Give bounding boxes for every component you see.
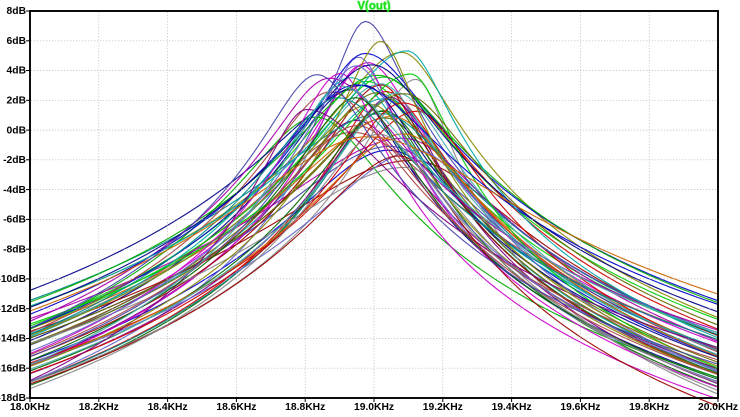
svg-text:18.6KHz: 18.6KHz: [216, 402, 256, 412]
svg-text:19.4KHz: 19.4KHz: [492, 402, 532, 412]
svg-text:19.2KHz: 19.2KHz: [423, 402, 463, 412]
svg-text:2dB: 2dB: [7, 96, 26, 107]
svg-text:-2dB: -2dB: [3, 155, 26, 166]
svg-text:18.8KHz: 18.8KHz: [285, 402, 325, 412]
svg-text:6dB: 6dB: [7, 36, 26, 47]
svg-text:-12dB: -12dB: [0, 304, 26, 315]
svg-text:19.0KHz: 19.0KHz: [354, 402, 394, 412]
svg-text:0dB: 0dB: [7, 125, 26, 136]
svg-text:20.0KHz: 20.0KHz: [698, 402, 738, 412]
svg-text:18.0KHz: 18.0KHz: [10, 402, 50, 412]
svg-text:V(out): V(out): [357, 0, 390, 12]
svg-text:4dB: 4dB: [7, 66, 26, 77]
svg-text:-10dB: -10dB: [0, 274, 26, 285]
svg-text:8dB: 8dB: [7, 6, 26, 17]
svg-text:19.8KHz: 19.8KHz: [629, 402, 669, 412]
svg-text:18.4KHz: 18.4KHz: [148, 402, 188, 412]
svg-text:-6dB: -6dB: [3, 215, 26, 226]
svg-text:-4dB: -4dB: [3, 185, 26, 196]
svg-text:-8dB: -8dB: [3, 244, 26, 255]
svg-text:-16dB: -16dB: [0, 363, 26, 374]
svg-text:19.6KHz: 19.6KHz: [560, 402, 600, 412]
svg-text:-14dB: -14dB: [0, 334, 26, 345]
svg-text:18.2KHz: 18.2KHz: [79, 402, 119, 412]
